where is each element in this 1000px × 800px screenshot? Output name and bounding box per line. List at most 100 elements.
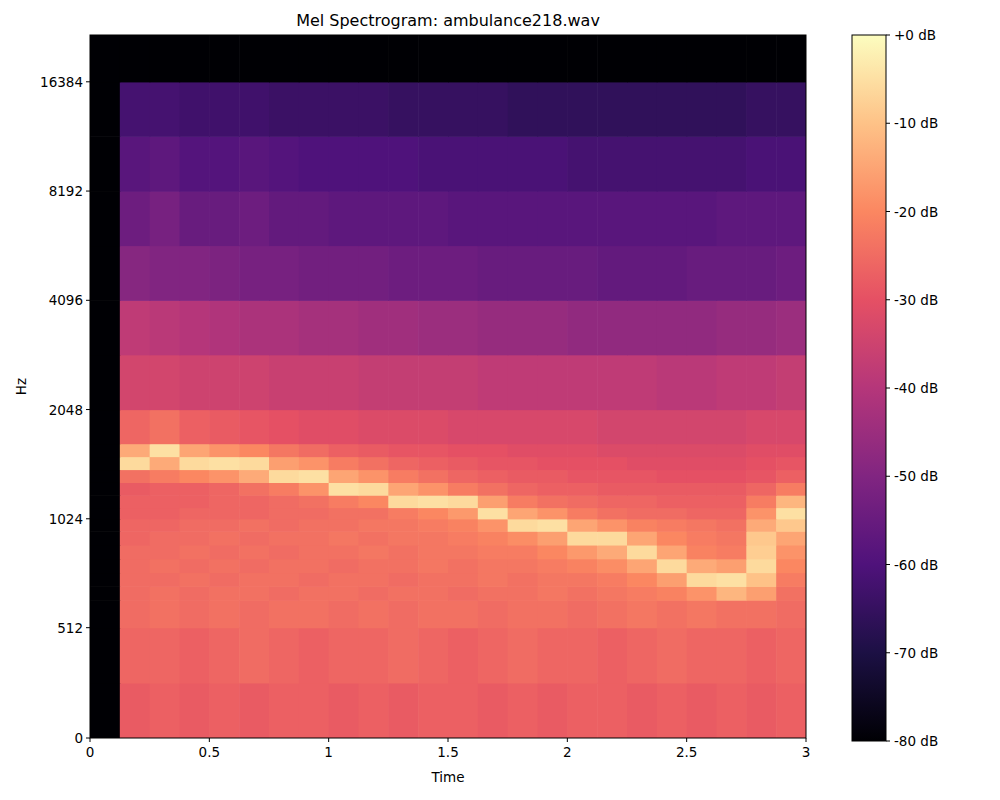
- cell: [329, 531, 359, 545]
- cell: [239, 495, 269, 508]
- cell: [269, 35, 299, 82]
- cell: [687, 136, 717, 191]
- cell: [776, 410, 806, 445]
- x-tick-label: 3: [802, 744, 811, 760]
- cell: [150, 457, 180, 471]
- cell: [239, 482, 269, 495]
- cell: [717, 444, 747, 458]
- cell: [239, 136, 269, 191]
- cell: [388, 469, 418, 482]
- cell: [239, 300, 269, 355]
- cell: [90, 300, 120, 355]
- cell: [180, 519, 210, 532]
- cell: [538, 508, 568, 520]
- cell: [180, 35, 210, 82]
- cell: [120, 519, 150, 532]
- cell: [657, 457, 687, 471]
- cell: [120, 191, 150, 246]
- cell: [299, 586, 329, 600]
- cell: [418, 531, 448, 545]
- cell: [180, 300, 210, 355]
- cell: [329, 410, 359, 445]
- cell: [508, 495, 538, 508]
- cell: [746, 600, 776, 628]
- cell: [269, 683, 299, 738]
- cell: [508, 35, 538, 82]
- cell: [478, 600, 508, 628]
- cell: [299, 559, 329, 573]
- cell: [478, 482, 508, 495]
- cell: [478, 35, 508, 82]
- cell: [120, 586, 150, 600]
- cell: [538, 82, 568, 137]
- cell: [508, 355, 538, 410]
- cell: [359, 531, 389, 545]
- cell: [687, 245, 717, 300]
- cell: [478, 531, 508, 545]
- cell: [717, 457, 747, 471]
- colorbar-tick-label: -40 dB: [894, 380, 938, 396]
- cell: [359, 410, 389, 445]
- cell: [627, 469, 657, 482]
- cell: [597, 482, 627, 495]
- cell: [717, 559, 747, 573]
- cell: [388, 410, 418, 445]
- cell: [627, 508, 657, 520]
- cell: [746, 683, 776, 738]
- cell: [567, 573, 597, 587]
- cell: [359, 508, 389, 520]
- cell: [150, 628, 180, 684]
- cell: [508, 508, 538, 520]
- cell: [150, 600, 180, 628]
- colorbar-tick: [886, 388, 890, 389]
- cell: [657, 519, 687, 532]
- cell: [90, 495, 120, 508]
- x-tick-label: 0: [86, 744, 95, 760]
- cell: [448, 245, 478, 300]
- cell: [538, 531, 568, 545]
- cell: [717, 469, 747, 482]
- cell: [776, 586, 806, 600]
- cell: [150, 683, 180, 738]
- x-tick: [686, 738, 687, 742]
- cell: [448, 508, 478, 520]
- cell: [657, 82, 687, 137]
- cell: [120, 35, 150, 82]
- cell: [627, 559, 657, 573]
- cell: [657, 35, 687, 82]
- cell: [329, 469, 359, 482]
- cell: [90, 410, 120, 445]
- cell: [448, 457, 478, 471]
- cell: [120, 136, 150, 191]
- cell: [478, 495, 508, 508]
- y-tick-label: 2048: [49, 402, 83, 418]
- cell: [90, 531, 120, 545]
- cell: [687, 300, 717, 355]
- cell: [508, 245, 538, 300]
- cell: [776, 519, 806, 532]
- cell: [359, 355, 389, 410]
- cell: [120, 355, 150, 410]
- cell: [597, 355, 627, 410]
- cell: [359, 82, 389, 137]
- cell: [90, 82, 120, 137]
- y-tick-label: 1024: [49, 511, 83, 527]
- cell: [150, 559, 180, 573]
- cell: [418, 410, 448, 445]
- cell: [418, 508, 448, 520]
- cell: [388, 191, 418, 246]
- cell: [388, 519, 418, 532]
- cell: [567, 519, 597, 532]
- cell: [120, 444, 150, 458]
- cell: [359, 469, 389, 482]
- cell: [717, 683, 747, 738]
- cell: [299, 300, 329, 355]
- cell: [388, 683, 418, 738]
- cell: [299, 469, 329, 482]
- cell: [150, 545, 180, 559]
- cell: [448, 600, 478, 628]
- cell: [418, 457, 448, 471]
- cell: [448, 444, 478, 458]
- cell: [597, 82, 627, 137]
- cell: [717, 628, 747, 684]
